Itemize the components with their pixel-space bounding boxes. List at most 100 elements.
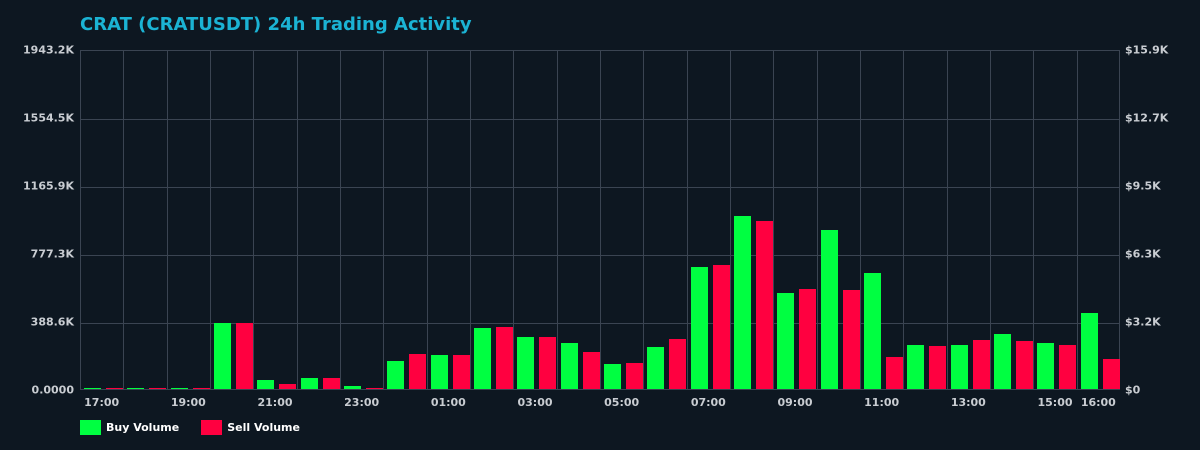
buy-bar[interactable]: [257, 380, 275, 389]
legend: Buy Volume Sell Volume: [80, 420, 322, 435]
v-gridline: [340, 51, 341, 389]
sell-bar[interactable]: [929, 345, 947, 389]
v-gridline: [470, 51, 471, 389]
y-tick-left: 0.0000: [31, 383, 74, 397]
y-tick-left: 1165.9K: [23, 179, 74, 193]
sell-bar[interactable]: [279, 383, 297, 389]
buy-bar[interactable]: [820, 229, 838, 389]
plot-area: [80, 50, 1120, 390]
sell-bar[interactable]: [799, 289, 817, 389]
sell-bar[interactable]: [972, 340, 990, 389]
v-gridline: [556, 51, 558, 389]
v-gridline: [1033, 51, 1035, 389]
v-gridline: [643, 51, 645, 389]
buy-bar[interactable]: [734, 215, 751, 389]
buy-bar[interactable]: [690, 267, 708, 389]
x-tick-label: 13:00: [950, 396, 986, 409]
buy-bar[interactable]: [777, 292, 795, 389]
sell-bar[interactable]: [539, 337, 557, 389]
v-gridline: [1076, 51, 1078, 389]
buy-bar[interactable]: [474, 327, 491, 389]
buy-bar[interactable]: [517, 337, 535, 389]
v-gridline: [773, 51, 775, 389]
buy-bar[interactable]: [647, 347, 665, 389]
sell-bar[interactable]: [712, 264, 730, 389]
sell-bar[interactable]: [452, 355, 470, 389]
legend-item-sell[interactable]: Sell Volume: [201, 420, 300, 435]
buy-bar[interactable]: [387, 361, 405, 389]
sell-bar[interactable]: [106, 388, 123, 389]
x-tick-label: 21:00: [257, 396, 293, 409]
x-tick-label: 19:00: [170, 396, 206, 409]
x-tick-label: 01:00: [430, 396, 466, 409]
buy-bar[interactable]: [907, 345, 925, 389]
sell-bar[interactable]: [409, 354, 427, 389]
buy-bar[interactable]: [950, 345, 968, 389]
sell-bar[interactable]: [582, 352, 600, 389]
sell-bar[interactable]: [236, 323, 253, 389]
v-gridline: [123, 51, 125, 389]
y-tick-right: $9.5K: [1125, 179, 1161, 193]
buy-bar[interactable]: [170, 388, 188, 389]
y-tick-left: 1554.5K: [23, 111, 74, 125]
sell-bar[interactable]: [149, 388, 167, 389]
v-gridline: [816, 51, 818, 389]
v-gridline: [166, 51, 168, 389]
sell-bar[interactable]: [192, 388, 210, 389]
buy-bar[interactable]: [1037, 342, 1055, 389]
buy-bar[interactable]: [344, 386, 361, 389]
x-tick-label: 17:00: [84, 396, 120, 409]
sell-bar[interactable]: [842, 289, 860, 389]
v-gridline: [730, 51, 731, 389]
x-tick-label: 15:00: [1037, 396, 1073, 409]
y-tick-left: 777.3K: [30, 247, 74, 261]
x-tick-label: 05:00: [604, 396, 640, 409]
v-gridline: [946, 51, 948, 389]
y-tick-left: 388.6K: [30, 315, 74, 329]
x-tick-label: 09:00: [777, 396, 813, 409]
v-gridline: [426, 51, 428, 389]
buy-bar[interactable]: [300, 377, 318, 389]
x-tick-label: 16:00: [1080, 396, 1116, 409]
legend-item-buy[interactable]: Buy Volume: [80, 420, 179, 435]
x-tick-label: 03:00: [517, 396, 553, 409]
x-tick-label: 23:00: [344, 396, 380, 409]
buy-swatch-icon: [80, 420, 101, 435]
x-tick-label: 11:00: [864, 396, 900, 409]
v-gridline: [903, 51, 905, 389]
buy-bar[interactable]: [994, 334, 1011, 389]
buy-bar[interactable]: [127, 388, 145, 389]
buy-bar[interactable]: [604, 363, 621, 389]
sell-bar[interactable]: [886, 356, 903, 389]
v-gridline: [513, 51, 515, 389]
buy-bar[interactable]: [84, 388, 101, 389]
sell-bar[interactable]: [626, 362, 643, 389]
buy-bar[interactable]: [430, 355, 448, 389]
sell-bar[interactable]: [366, 387, 383, 389]
buy-bar[interactable]: [1080, 313, 1098, 389]
sell-bar[interactable]: [1016, 341, 1033, 389]
legend-label-sell: Sell Volume: [227, 421, 300, 434]
sell-bar[interactable]: [669, 338, 687, 389]
y-tick-left: 1943.2K: [23, 43, 74, 57]
buy-bar[interactable]: [214, 323, 231, 389]
sell-bar[interactable]: [1102, 359, 1120, 389]
sell-bar[interactable]: [322, 377, 340, 389]
y-tick-right: $3.2K: [1125, 315, 1161, 329]
v-gridline: [686, 51, 688, 389]
v-gridline: [860, 51, 861, 389]
y-tick-right: $6.3K: [1125, 247, 1161, 261]
sell-bar[interactable]: [1059, 345, 1077, 389]
x-tick-label: 07:00: [690, 396, 726, 409]
v-gridline: [600, 51, 601, 389]
sell-bar[interactable]: [496, 327, 513, 389]
chart-title: CRAT (CRATUSDT) 24h Trading Activity: [80, 14, 472, 35]
sell-bar[interactable]: [756, 221, 773, 389]
buy-bar[interactable]: [560, 342, 578, 389]
buy-bar[interactable]: [864, 273, 881, 389]
y-tick-right: $12.7K: [1125, 111, 1169, 125]
v-gridline: [383, 51, 385, 389]
y-tick-right: $15.9K: [1125, 43, 1169, 57]
v-gridline: [253, 51, 255, 389]
v-gridline: [990, 51, 991, 389]
